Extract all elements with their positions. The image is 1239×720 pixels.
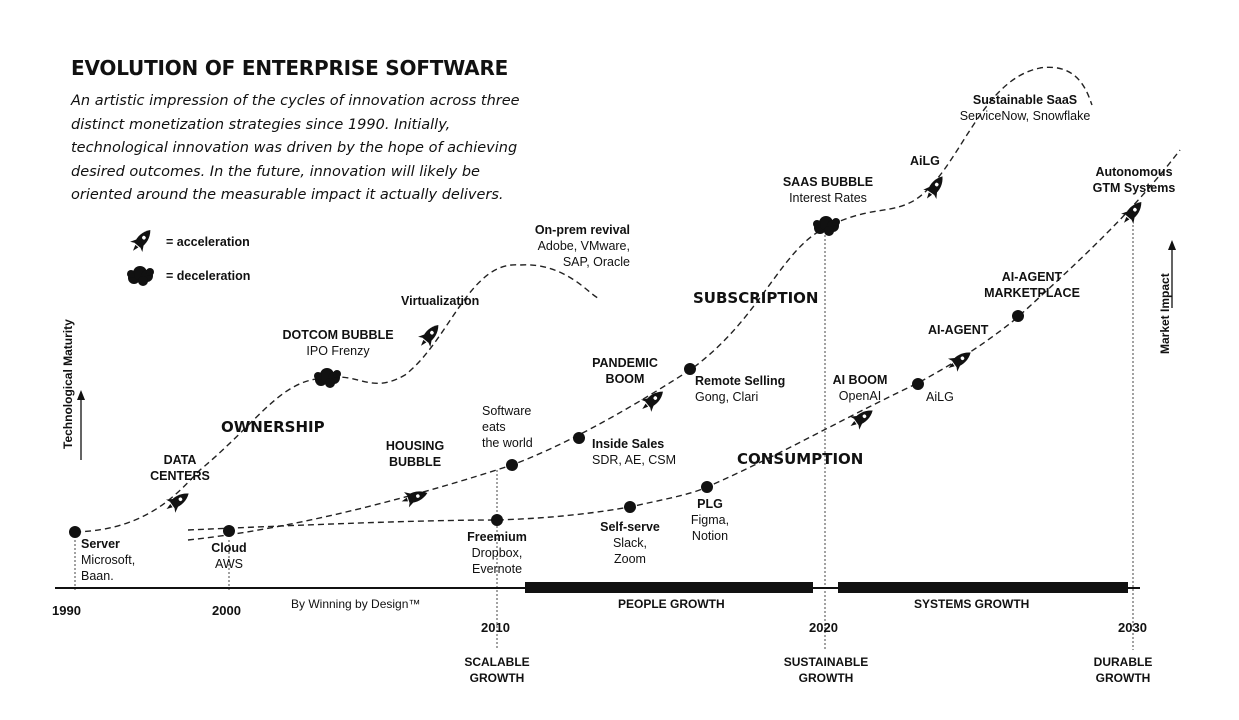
label-remote-selling: Remote Selling Gong, Clari <box>695 374 786 404</box>
rocket-icon <box>845 403 878 433</box>
label-self-serve: Self-serve Slack, Zoom <box>600 520 660 566</box>
label-sustainable-saas: Sustainable SaaS ServiceNow, Snowflake <box>959 93 1091 123</box>
rocket-icon <box>637 385 669 416</box>
cloud-icon <box>314 368 341 388</box>
label-data-centers: DATA CENTERS <box>150 453 210 483</box>
era-ownership: OWNERSHIP <box>221 418 325 436</box>
label-ai-agent: AI-AGENT <box>928 323 989 337</box>
label-server: Server Microsoft, Baan. <box>81 537 136 583</box>
credit: By Winning by Design™ <box>291 597 421 611</box>
y-axis-left-label: Technological Maturity <box>61 319 75 449</box>
rocket-icon <box>943 345 976 375</box>
y-axis-right-label: Market Impact <box>1158 273 1172 354</box>
ai-boom-dot <box>912 378 924 390</box>
year-2010: 2010 <box>481 620 510 635</box>
people-growth-band <box>525 582 813 593</box>
year-1990: 1990 <box>52 603 81 618</box>
cloud-dot <box>223 525 235 537</box>
milestone-scalable: SCALABLE GROWTH <box>464 655 530 685</box>
rocket-icon <box>920 171 950 204</box>
subscription-curve <box>187 66 1093 541</box>
label-ailg-top: AiLG <box>910 154 940 168</box>
year-2000: 2000 <box>212 603 241 618</box>
band-systems-growth: SYSTEMS GROWTH <box>914 597 1030 611</box>
label-software-eats: Software eats the world <box>482 404 533 450</box>
label-cloud: Cloud AWS <box>211 541 247 571</box>
legend-deceleration: = deceleration <box>166 269 251 283</box>
label-plg: PLG Figma, Notion <box>690 497 730 543</box>
milestone-durable: DURABLE GROWTH <box>1093 655 1153 685</box>
era-subscription: SUBSCRIPTION <box>693 289 819 307</box>
server-dot <box>69 526 81 538</box>
era-consumption: CONSUMPTION <box>737 450 864 468</box>
systems-growth-band <box>838 582 1128 593</box>
rocket-icon <box>414 319 445 351</box>
year-2030: 2030 <box>1118 620 1147 635</box>
year-2020: 2020 <box>809 620 838 635</box>
ownership-curve <box>74 264 599 533</box>
inside-sales-dot <box>573 432 585 444</box>
label-ai-agent-marketplace: AI-AGENT MARKETPLACE <box>984 270 1080 300</box>
label-inside-sales: Inside Sales SDR, AE, CSM <box>592 437 677 467</box>
label-pandemic: PANDEMIC BOOM <box>592 356 658 386</box>
cloud-icon <box>813 216 840 236</box>
milestone-sustainable: SUSTAINABLE GROWTH <box>783 655 869 685</box>
label-ailg-low: AiLG <box>926 390 954 404</box>
freemium-dot <box>491 514 503 526</box>
rocket-icon <box>126 224 157 256</box>
page-title: EVOLUTION OF ENTERPRISE SOFTWARE <box>71 56 509 80</box>
ai-agent-marketplace-dot <box>1012 310 1024 322</box>
rocket-icon <box>1117 196 1148 228</box>
band-people-growth: PEOPLE GROWTH <box>618 597 725 611</box>
label-virtualization: Virtualization <box>401 294 480 308</box>
cloud-icon <box>127 266 154 286</box>
label-onprem: On-prem revival Adobe, VMware, SAP, Oracle <box>534 223 630 269</box>
self-serve-dot <box>624 501 636 513</box>
plg-dot <box>701 481 713 493</box>
label-autonomous: Autonomous GTM Systems <box>1092 165 1176 195</box>
label-ai-boom: AI BOOM OpenAI <box>832 373 888 403</box>
label-saas-bubble: SAAS BUBBLE Interest Rates <box>782 175 874 205</box>
label-housing: HOUSING BUBBLE <box>385 439 445 469</box>
consumption-curve <box>187 149 1181 531</box>
rocket-icon <box>161 486 194 516</box>
legend-acceleration: = acceleration <box>166 235 250 249</box>
software-eats-dot <box>506 459 518 471</box>
label-dotcom: DOTCOM BUBBLE IPO Frenzy <box>282 328 394 358</box>
page-subtitle: An artistic impression of the cycles of … <box>71 93 520 203</box>
label-freemium: Freemium Dropbox, Evernote <box>467 530 527 576</box>
remote-selling-dot <box>684 363 696 375</box>
